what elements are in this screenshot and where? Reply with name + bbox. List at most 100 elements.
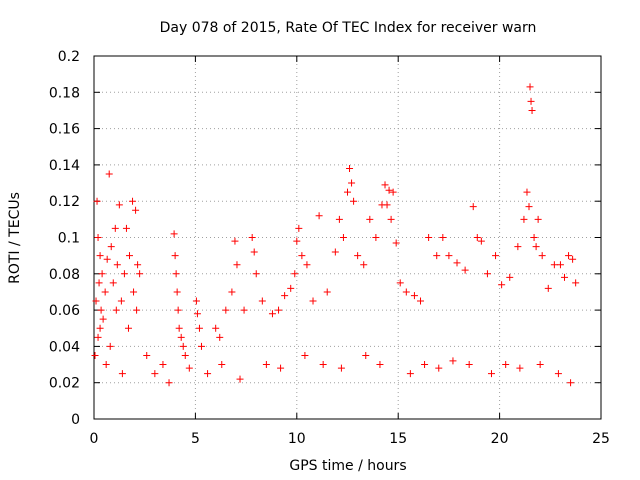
data-point [554,370,562,378]
data-point [396,279,404,287]
data-point [536,361,544,369]
data-point [122,224,130,232]
data-points [91,83,580,387]
data-point [516,364,524,372]
data-point [218,361,226,369]
data-point [295,224,303,232]
data-point [172,270,180,278]
x-tick-label: 5 [191,431,200,447]
data-point [101,288,109,296]
data-point [174,306,182,314]
data-point [112,306,120,314]
data-point [96,252,104,260]
data-point [287,284,295,292]
data-point [99,315,107,323]
data-point [346,165,354,173]
data-point [560,273,568,281]
data-point [435,364,443,372]
data-point [506,273,514,281]
data-point [362,351,370,359]
data-point [534,215,542,223]
data-point [231,237,239,245]
data-point [309,297,317,305]
chart-title: Day 078 of 2015, Rate Of TEC Index for r… [160,20,537,36]
data-point [473,234,481,241]
x-tick-label: 0 [90,431,99,447]
data-point [151,370,159,378]
data-point [392,239,400,247]
data-point [389,188,397,196]
data-point [461,266,469,274]
data-point [556,261,564,269]
data-point [293,237,301,245]
x-tick-label: 25 [592,431,610,447]
data-point [331,248,339,256]
data-point [195,324,203,332]
data-point [335,215,343,223]
data-point [109,279,117,287]
y-tick-label: 0.12 [49,194,80,210]
axes [93,55,602,420]
data-point [124,324,132,332]
x-axis-label: GPS time / hours [289,458,406,474]
data-point [159,361,167,369]
data-point [350,197,358,205]
data-point [125,252,133,260]
data-point [528,106,536,114]
data-point [550,261,558,269]
y-axis-label: ROTI / TECUs [7,192,23,284]
data-point [233,261,241,269]
data-point [197,342,205,350]
data-point [402,288,410,296]
data-point [136,270,144,278]
data-point [465,361,473,369]
data-point [97,306,105,314]
data-point [95,279,103,287]
data-point [103,255,111,263]
data-point [532,243,540,251]
data-point [344,188,351,196]
data-point [445,252,453,260]
data-point [117,297,125,305]
data-point [572,279,580,287]
data-point [385,186,393,194]
data-point [91,351,99,359]
data-point [337,364,345,372]
y-tick-label: 0.16 [49,122,80,138]
data-point [192,297,200,305]
data-point [569,255,577,263]
data-point [92,297,100,305]
data-point [410,292,418,300]
data-point [498,281,506,289]
data-point [236,375,244,383]
data-point [383,201,391,209]
data-point [525,203,533,211]
y-tick-label: 0.04 [49,339,80,355]
data-point [319,361,327,369]
data-point [222,306,230,314]
data-point [98,270,106,278]
data-point [366,215,374,223]
data-point [417,297,425,305]
y-tick-label: 0.08 [49,267,80,283]
data-point [129,197,137,205]
y-tick-label: 0.02 [49,376,80,392]
x-tick-label: 15 [389,431,407,447]
data-point [93,197,101,205]
data-point [372,234,380,241]
data-point [487,370,495,378]
x-tick-label: 20 [491,431,509,447]
data-point [118,370,126,378]
data-point [406,370,414,378]
data-point [252,270,260,278]
data-point [527,97,535,105]
data-point [94,234,102,241]
y-tick-label: 0.2 [58,49,80,65]
data-point [565,252,573,260]
data-point [381,181,389,189]
data-point [492,252,500,260]
data-point [348,179,356,187]
data-point [248,234,256,241]
data-point [453,259,461,267]
